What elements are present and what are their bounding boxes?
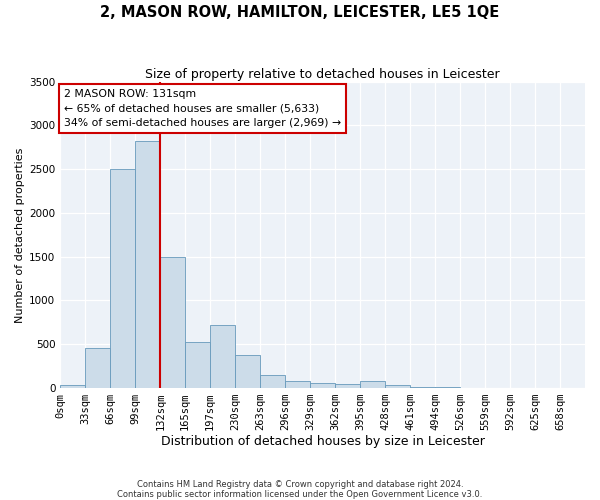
- Bar: [310, 383, 335, 388]
- Bar: [135, 141, 160, 388]
- Bar: [410, 386, 435, 388]
- Title: Size of property relative to detached houses in Leicester: Size of property relative to detached ho…: [145, 68, 500, 80]
- Bar: [185, 342, 210, 388]
- Text: 2 MASON ROW: 131sqm
← 65% of detached houses are smaller (5,633)
34% of semi-det: 2 MASON ROW: 131sqm ← 65% of detached ho…: [64, 88, 341, 128]
- Bar: [335, 384, 360, 388]
- Bar: [210, 325, 235, 388]
- Bar: [235, 354, 260, 388]
- Text: Contains HM Land Registry data © Crown copyright and database right 2024.
Contai: Contains HM Land Registry data © Crown c…: [118, 480, 482, 499]
- Y-axis label: Number of detached properties: Number of detached properties: [15, 147, 25, 322]
- Bar: [285, 381, 310, 388]
- Bar: [60, 386, 85, 388]
- Bar: [260, 376, 285, 388]
- Bar: [360, 381, 385, 388]
- Bar: [85, 348, 110, 388]
- X-axis label: Distribution of detached houses by size in Leicester: Distribution of detached houses by size …: [161, 434, 485, 448]
- Text: 2, MASON ROW, HAMILTON, LEICESTER, LE5 1QE: 2, MASON ROW, HAMILTON, LEICESTER, LE5 1…: [100, 5, 500, 20]
- Bar: [385, 386, 410, 388]
- Bar: [110, 169, 135, 388]
- Bar: [160, 256, 185, 388]
